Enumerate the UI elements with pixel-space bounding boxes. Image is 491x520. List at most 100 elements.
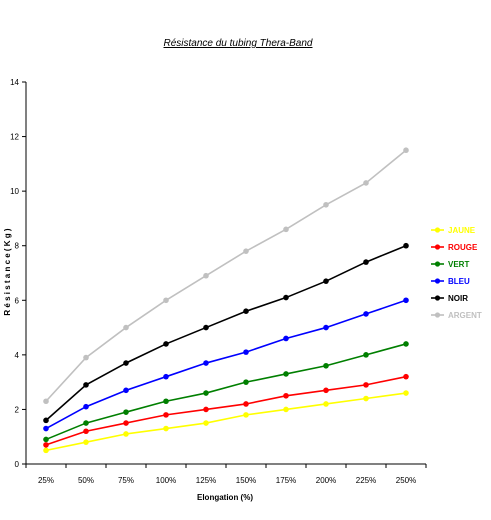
legend-item-argent: ARGENT — [431, 311, 482, 320]
data-point-bleu — [243, 349, 249, 355]
data-point-rouge — [323, 387, 329, 394]
data-point-noir — [403, 242, 409, 249]
legend-label: JAUNE — [448, 226, 476, 235]
data-point-bleu — [203, 360, 209, 366]
legend-swatch-marker — [434, 295, 441, 301]
data-point-vert — [243, 379, 249, 385]
data-point-noir — [163, 341, 169, 347]
y-ticks: 0 2 4 6 8 10 12 14 — [10, 78, 26, 469]
data-point-jaune — [123, 431, 129, 437]
data-point-rouge — [163, 412, 169, 418]
x-tick-label: 125% — [196, 476, 216, 485]
data-point-rouge — [43, 442, 49, 448]
data-point-bleu — [43, 425, 49, 432]
y-tick-label: 0 — [15, 460, 20, 469]
data-point-jaune — [203, 420, 209, 426]
data-point-bleu — [283, 335, 289, 342]
legend-label: VERT — [448, 260, 469, 269]
data-point-noir — [283, 294, 289, 301]
x-tick-label: 50% — [78, 476, 94, 485]
data-point-jaune — [83, 439, 89, 445]
data-point-bleu — [363, 311, 369, 317]
x-tick-label: 150% — [236, 476, 256, 485]
legend-item-noir: NOIR — [431, 294, 468, 303]
data-point-rouge — [243, 401, 249, 407]
data-point-jaune — [163, 425, 169, 432]
data-point-rouge — [123, 420, 129, 426]
data-point-noir — [243, 308, 249, 315]
data-point-vert — [163, 398, 169, 405]
data-point-bleu — [163, 373, 169, 380]
data-point-rouge — [363, 382, 369, 388]
y-tick-label: 6 — [15, 296, 20, 305]
data-point-rouge — [83, 428, 89, 435]
y-tick-label: 14 — [10, 78, 19, 87]
data-point-noir — [323, 278, 329, 284]
x-tick-label: 200% — [316, 476, 336, 485]
data-point-vert — [323, 362, 329, 369]
data-point-vert — [83, 420, 89, 426]
y-axis-title: R é s i s t a n c e ( K g ) — [3, 228, 12, 315]
legend-swatch-marker — [434, 312, 441, 318]
data-point-rouge — [283, 392, 289, 399]
y-tick-label: 8 — [15, 242, 20, 251]
legend-swatch-marker — [434, 227, 441, 233]
chart-title: Résistance du tubing Thera-Band — [164, 38, 313, 49]
x-tick-label: 25% — [38, 476, 54, 485]
data-point-argent — [203, 272, 209, 279]
data-point-jaune — [243, 412, 249, 418]
legend-item-bleu: BLEU — [431, 277, 470, 286]
data-point-vert — [363, 352, 369, 358]
data-point-bleu — [83, 403, 89, 410]
x-axis-title: Elongation (%) — [197, 493, 253, 502]
data-point-noir — [83, 382, 89, 388]
series-line-jaune — [45, 392, 407, 452]
data-point-argent — [403, 147, 409, 154]
data-point-noir — [363, 259, 369, 265]
data-point-vert — [123, 409, 129, 415]
legend-item-rouge: ROUGE — [431, 243, 478, 252]
legend-item-vert: VERT — [431, 260, 469, 269]
data-point-argent — [83, 354, 89, 361]
series-line-bleu — [45, 299, 407, 430]
data-point-argent — [123, 324, 129, 331]
legend-item-jaune: JAUNE — [431, 226, 476, 235]
series-line-vert — [45, 343, 407, 441]
data-point-rouge — [203, 406, 209, 413]
legend-label: ROUGE — [448, 243, 478, 252]
legend-swatch-marker — [434, 261, 441, 267]
data-point-noir — [43, 417, 49, 424]
series-layer — [43, 147, 409, 454]
y-axis-title-group: R é s i s t a n c e ( K g ) — [3, 228, 12, 315]
legend-label: ARGENT — [448, 311, 482, 320]
data-point-argent — [243, 248, 249, 254]
series-line-rouge — [45, 375, 407, 446]
y-tick-label: 12 — [10, 133, 19, 142]
x-tick-label: 75% — [118, 476, 134, 485]
data-point-argent — [363, 180, 369, 186]
y-tick-label: 10 — [10, 187, 19, 196]
legend-label: NOIR — [448, 294, 468, 303]
data-point-bleu — [403, 297, 409, 304]
x-tick-label: 175% — [276, 476, 296, 485]
legend-swatch-marker — [434, 278, 441, 284]
data-point-jaune — [323, 401, 329, 407]
series-line-noir — [45, 244, 407, 421]
data-point-jaune — [363, 395, 369, 402]
data-point-argent — [43, 398, 49, 405]
data-point-rouge — [403, 373, 409, 380]
data-point-jaune — [283, 406, 289, 413]
legend-swatch-marker — [434, 244, 441, 250]
x-ticks: 25% 50% 75% 100% 125% 150% 175% 200% 225% 250% — [25, 464, 427, 485]
data-point-bleu — [323, 324, 329, 331]
x-tick-label: 225% — [356, 476, 376, 485]
data-point-bleu — [123, 387, 129, 394]
data-point-vert — [403, 341, 409, 347]
data-point-vert — [283, 371, 289, 377]
data-point-vert — [43, 436, 49, 443]
data-point-noir — [123, 360, 129, 366]
data-point-jaune — [403, 390, 409, 396]
data-point-argent — [283, 226, 289, 233]
legend-label: BLEU — [448, 277, 470, 286]
